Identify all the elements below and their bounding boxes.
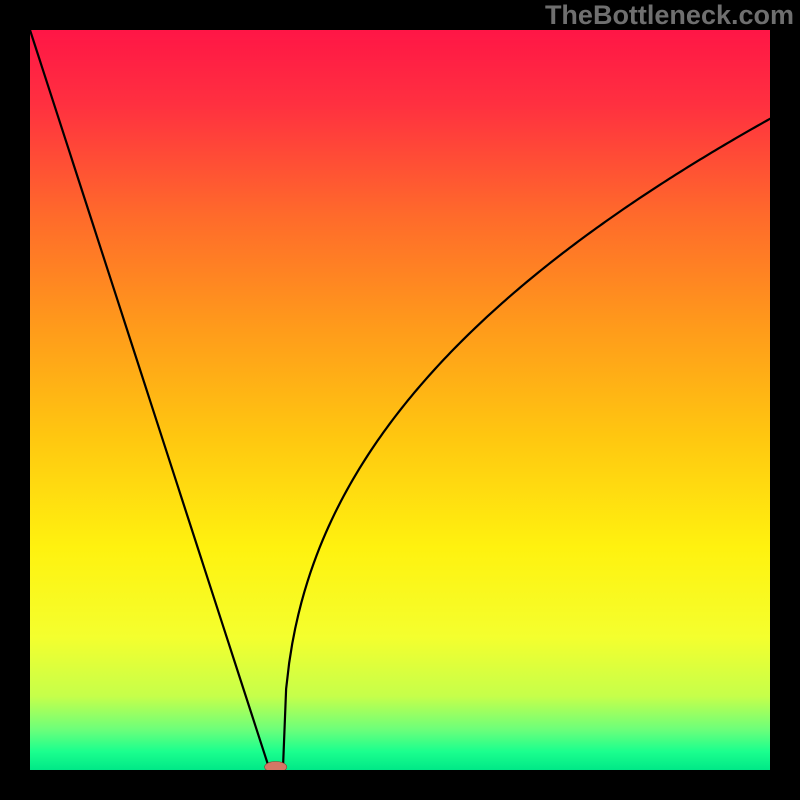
bottleneck-curve-plot [30, 30, 770, 770]
attribution-label: TheBottleneck.com [545, 0, 794, 31]
chart-container: TheBottleneck.com [0, 0, 800, 800]
optimum-marker [265, 761, 287, 770]
plot-background [30, 30, 770, 770]
